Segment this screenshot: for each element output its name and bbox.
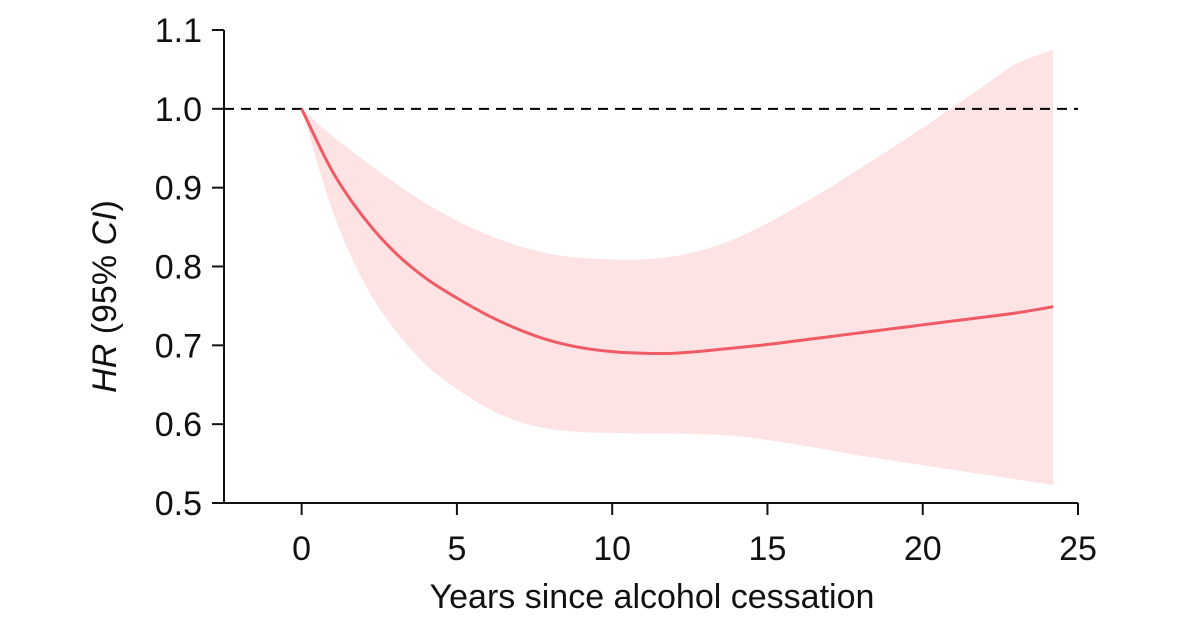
y-axis-title-part: HR — [86, 344, 124, 393]
x-tick-label: 25 — [1059, 530, 1097, 568]
y-axis-title: HR (95% CI) — [86, 200, 124, 393]
y-tick-label: 0.9 — [155, 170, 202, 208]
y-axis-title-part: (95% — [86, 245, 124, 343]
y-tick-label: 0.5 — [155, 485, 202, 523]
y-tick-label: 0.8 — [155, 249, 202, 287]
y-axis-title-part: CI — [86, 211, 124, 246]
x-tick-label: 20 — [904, 530, 942, 568]
y-tick-label: 0.7 — [155, 327, 202, 365]
x-axis-title: Years since alcohol cessation — [430, 578, 875, 616]
x-tick-label: 5 — [447, 530, 466, 568]
y-ticks: 0.5 0.6 0.7 0.8 0.9 1.0 1.1 — [155, 12, 224, 523]
y-tick-label: 1.0 — [155, 91, 202, 129]
x-tick-label: 0 — [292, 530, 311, 568]
y-axis-title-part: ) — [86, 200, 124, 211]
y-tick-label: 0.6 — [155, 406, 202, 444]
x-tick-label: 10 — [593, 530, 631, 568]
x-tick-label: 15 — [749, 530, 787, 568]
hr-series-line — [300, 108, 1054, 355]
y-tick-label: 1.1 — [155, 12, 202, 50]
confidence-interval-band — [301, 49, 1054, 485]
x-ticks: 0 5 10 15 20 25 — [292, 503, 1097, 568]
